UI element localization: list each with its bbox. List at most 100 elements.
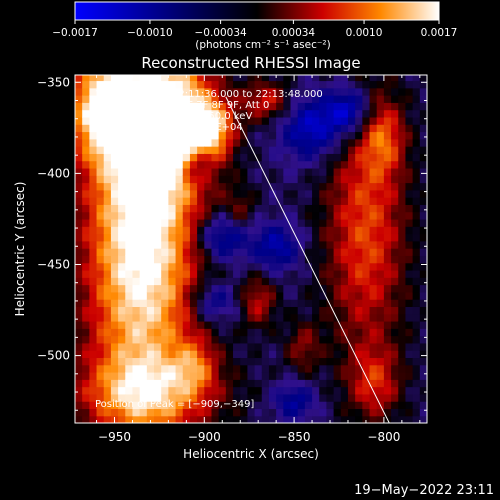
heatmap-cell — [154, 167, 162, 176]
heatmap-cell — [103, 408, 112, 417]
heatmap-cell — [419, 415, 427, 423]
heatmap-cell — [276, 124, 284, 133]
heatmap-cell — [391, 415, 399, 423]
heatmap-cell — [168, 269, 177, 278]
heatmap-cell — [376, 146, 385, 154]
heatmap-cell — [96, 218, 105, 227]
heatmap-cell — [175, 350, 184, 359]
heatmap-cell — [89, 116, 98, 125]
heatmap-cell — [304, 240, 313, 249]
heatmap-cell — [290, 306, 299, 315]
heatmap-cell — [89, 226, 98, 235]
heatmap-cell — [154, 131, 162, 140]
heatmap-cell — [383, 189, 392, 198]
heatmap-cell — [261, 211, 270, 220]
heatmap-cell — [412, 262, 421, 271]
heatmap-cell — [405, 153, 414, 162]
heatmap-cell — [276, 233, 284, 242]
heatmap-cell — [247, 408, 256, 417]
heatmap-cell — [391, 255, 399, 264]
heatmap-cell — [268, 342, 277, 351]
heatmap-cell — [204, 116, 213, 125]
heatmap-cell — [82, 371, 90, 380]
heatmap-cell — [197, 401, 205, 410]
heatmap-cell — [218, 80, 227, 89]
heatmap-cell — [168, 350, 177, 359]
heatmap-cell — [405, 102, 414, 111]
heatmap-cell — [340, 335, 349, 344]
heatmap-cell — [146, 320, 155, 329]
heatmap-cell — [197, 182, 205, 191]
heatmap-cell — [125, 95, 134, 103]
heatmap-cell — [326, 146, 335, 154]
heatmap-cell — [225, 124, 234, 133]
heatmap-cell — [82, 204, 90, 213]
heatmap-cell — [82, 95, 90, 103]
heatmap-cell — [261, 87, 270, 96]
heatmap-cell — [383, 342, 392, 351]
heatmap-cell — [211, 350, 220, 359]
heatmap-cell — [261, 160, 270, 169]
heatmap-cell — [391, 204, 399, 213]
heatmap-cell — [189, 146, 198, 154]
heatmap-cell — [175, 342, 184, 351]
heatmap-cell — [197, 269, 205, 278]
heatmap-cell — [204, 364, 213, 373]
heatmap-cell — [154, 371, 162, 380]
heatmap-cell — [304, 153, 313, 162]
heatmap-cell — [118, 233, 126, 242]
heatmap-cell — [268, 116, 277, 125]
heatmap-cell — [189, 80, 198, 89]
heatmap-cell — [304, 364, 313, 373]
heatmap-cell — [283, 138, 292, 147]
heatmap-cell — [297, 248, 306, 256]
heatmap-cell — [405, 306, 414, 315]
heatmap-cell — [319, 131, 328, 140]
heatmap-cell — [75, 328, 83, 337]
heatmap-cell — [146, 284, 155, 293]
heatmap-cell — [146, 80, 155, 89]
heatmap-cell — [362, 386, 371, 395]
heatmap-cell — [247, 262, 256, 271]
heatmap-cell — [168, 80, 177, 89]
heatmap-cell — [398, 299, 407, 307]
heatmap-cell — [175, 379, 184, 388]
heatmap-cell — [211, 306, 220, 315]
heatmap-cell — [412, 401, 421, 410]
heatmap-cell — [75, 226, 83, 235]
heatmap-cell — [96, 116, 105, 125]
heatmap-cell — [132, 364, 141, 373]
heatmap-cell — [254, 80, 263, 89]
heatmap-cell — [218, 240, 227, 249]
heatmap-cell — [139, 146, 148, 154]
heatmap-cell — [225, 408, 234, 417]
heatmap-cell — [103, 350, 112, 359]
heatmap-cell — [312, 131, 320, 140]
heatmap-cell — [333, 313, 342, 322]
heatmap-cell — [118, 160, 126, 169]
heatmap-cell — [405, 138, 414, 147]
heatmap-cell — [326, 189, 335, 198]
heatmap-cell — [312, 408, 320, 417]
heatmap-cell — [110, 218, 119, 227]
heatmap-cell — [347, 328, 356, 337]
heatmap-cell — [182, 102, 191, 111]
heatmap-cell — [391, 167, 399, 176]
heatmap-cell — [82, 299, 90, 307]
heatmap-cell — [161, 226, 169, 235]
heatmap-cell — [362, 379, 371, 388]
heatmap-cell — [189, 269, 198, 278]
heatmap-cell — [297, 299, 306, 307]
heatmap-cell — [175, 401, 184, 410]
heatmap-cell — [218, 269, 227, 278]
heatmap-cell — [412, 80, 421, 89]
heatmap-cell — [233, 109, 241, 118]
heatmap-cell — [225, 291, 234, 300]
heatmap-cell — [319, 328, 328, 337]
heatmap-cell — [276, 218, 284, 227]
heatmap-cell — [254, 131, 263, 140]
heatmap-cell — [204, 415, 213, 423]
heatmap-cell — [161, 342, 169, 351]
heatmap-cell — [82, 291, 90, 300]
heatmap-cell — [391, 350, 399, 359]
